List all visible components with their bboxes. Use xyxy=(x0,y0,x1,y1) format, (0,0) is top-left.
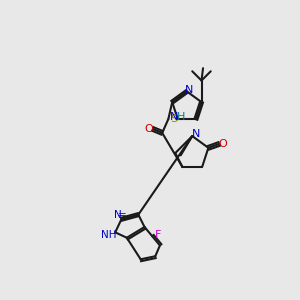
Text: N: N xyxy=(192,129,200,139)
Text: N: N xyxy=(185,85,194,95)
Text: N: N xyxy=(170,112,179,122)
Text: S: S xyxy=(170,114,178,124)
Text: NH: NH xyxy=(101,230,117,240)
Text: F: F xyxy=(155,230,162,240)
Text: =: = xyxy=(118,210,127,220)
Text: O: O xyxy=(145,124,154,134)
Text: N: N xyxy=(114,210,122,220)
Text: H: H xyxy=(177,112,186,122)
Text: O: O xyxy=(219,139,227,149)
